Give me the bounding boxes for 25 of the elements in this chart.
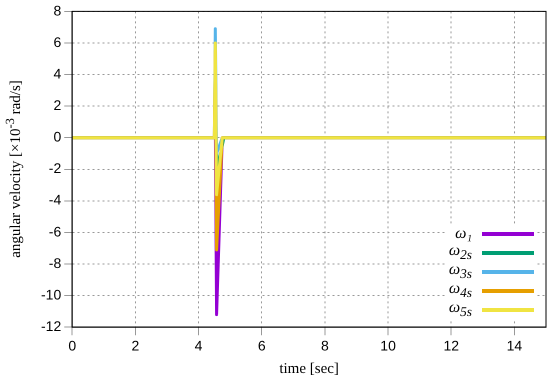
legend-label: ω$_{5s}$ <box>448 299 472 320</box>
x-tick-label: 6 <box>258 337 266 354</box>
y-tick-label: 0 <box>53 128 62 145</box>
x-tick-label: 0 <box>68 337 76 354</box>
x-tick-label: 8 <box>321 337 330 354</box>
legend-label: ω$_{2s}$ <box>448 242 472 262</box>
x-tick-label: 12 <box>443 337 460 354</box>
y-tick-label: -8 <box>48 254 62 271</box>
y-tick-label: 4 <box>53 65 62 82</box>
y-tick-label: -10 <box>41 286 62 302</box>
x-axis-title: time [sec] <box>279 360 339 377</box>
y-tick-label: -6 <box>48 223 62 240</box>
y-tick-label: 6 <box>53 34 62 50</box>
y-tick-label: 8 <box>53 2 62 18</box>
x-tick-label: 4 <box>194 337 203 354</box>
y-tick-label: -12 <box>41 318 62 334</box>
y-tick-label: 2 <box>53 97 62 113</box>
x-tick-label: 14 <box>506 337 522 354</box>
legend-label: ω$_{4s}$ <box>448 280 472 300</box>
y-tick-label: -4 <box>48 192 62 208</box>
y-tick-label: -2 <box>48 160 62 176</box>
legend-label: ω₁ <box>455 224 472 243</box>
x-tick-label: 2 <box>132 337 140 354</box>
legend-label: ω$_{3s}$ <box>448 261 472 282</box>
x-tick-label: 10 <box>380 337 396 354</box>
